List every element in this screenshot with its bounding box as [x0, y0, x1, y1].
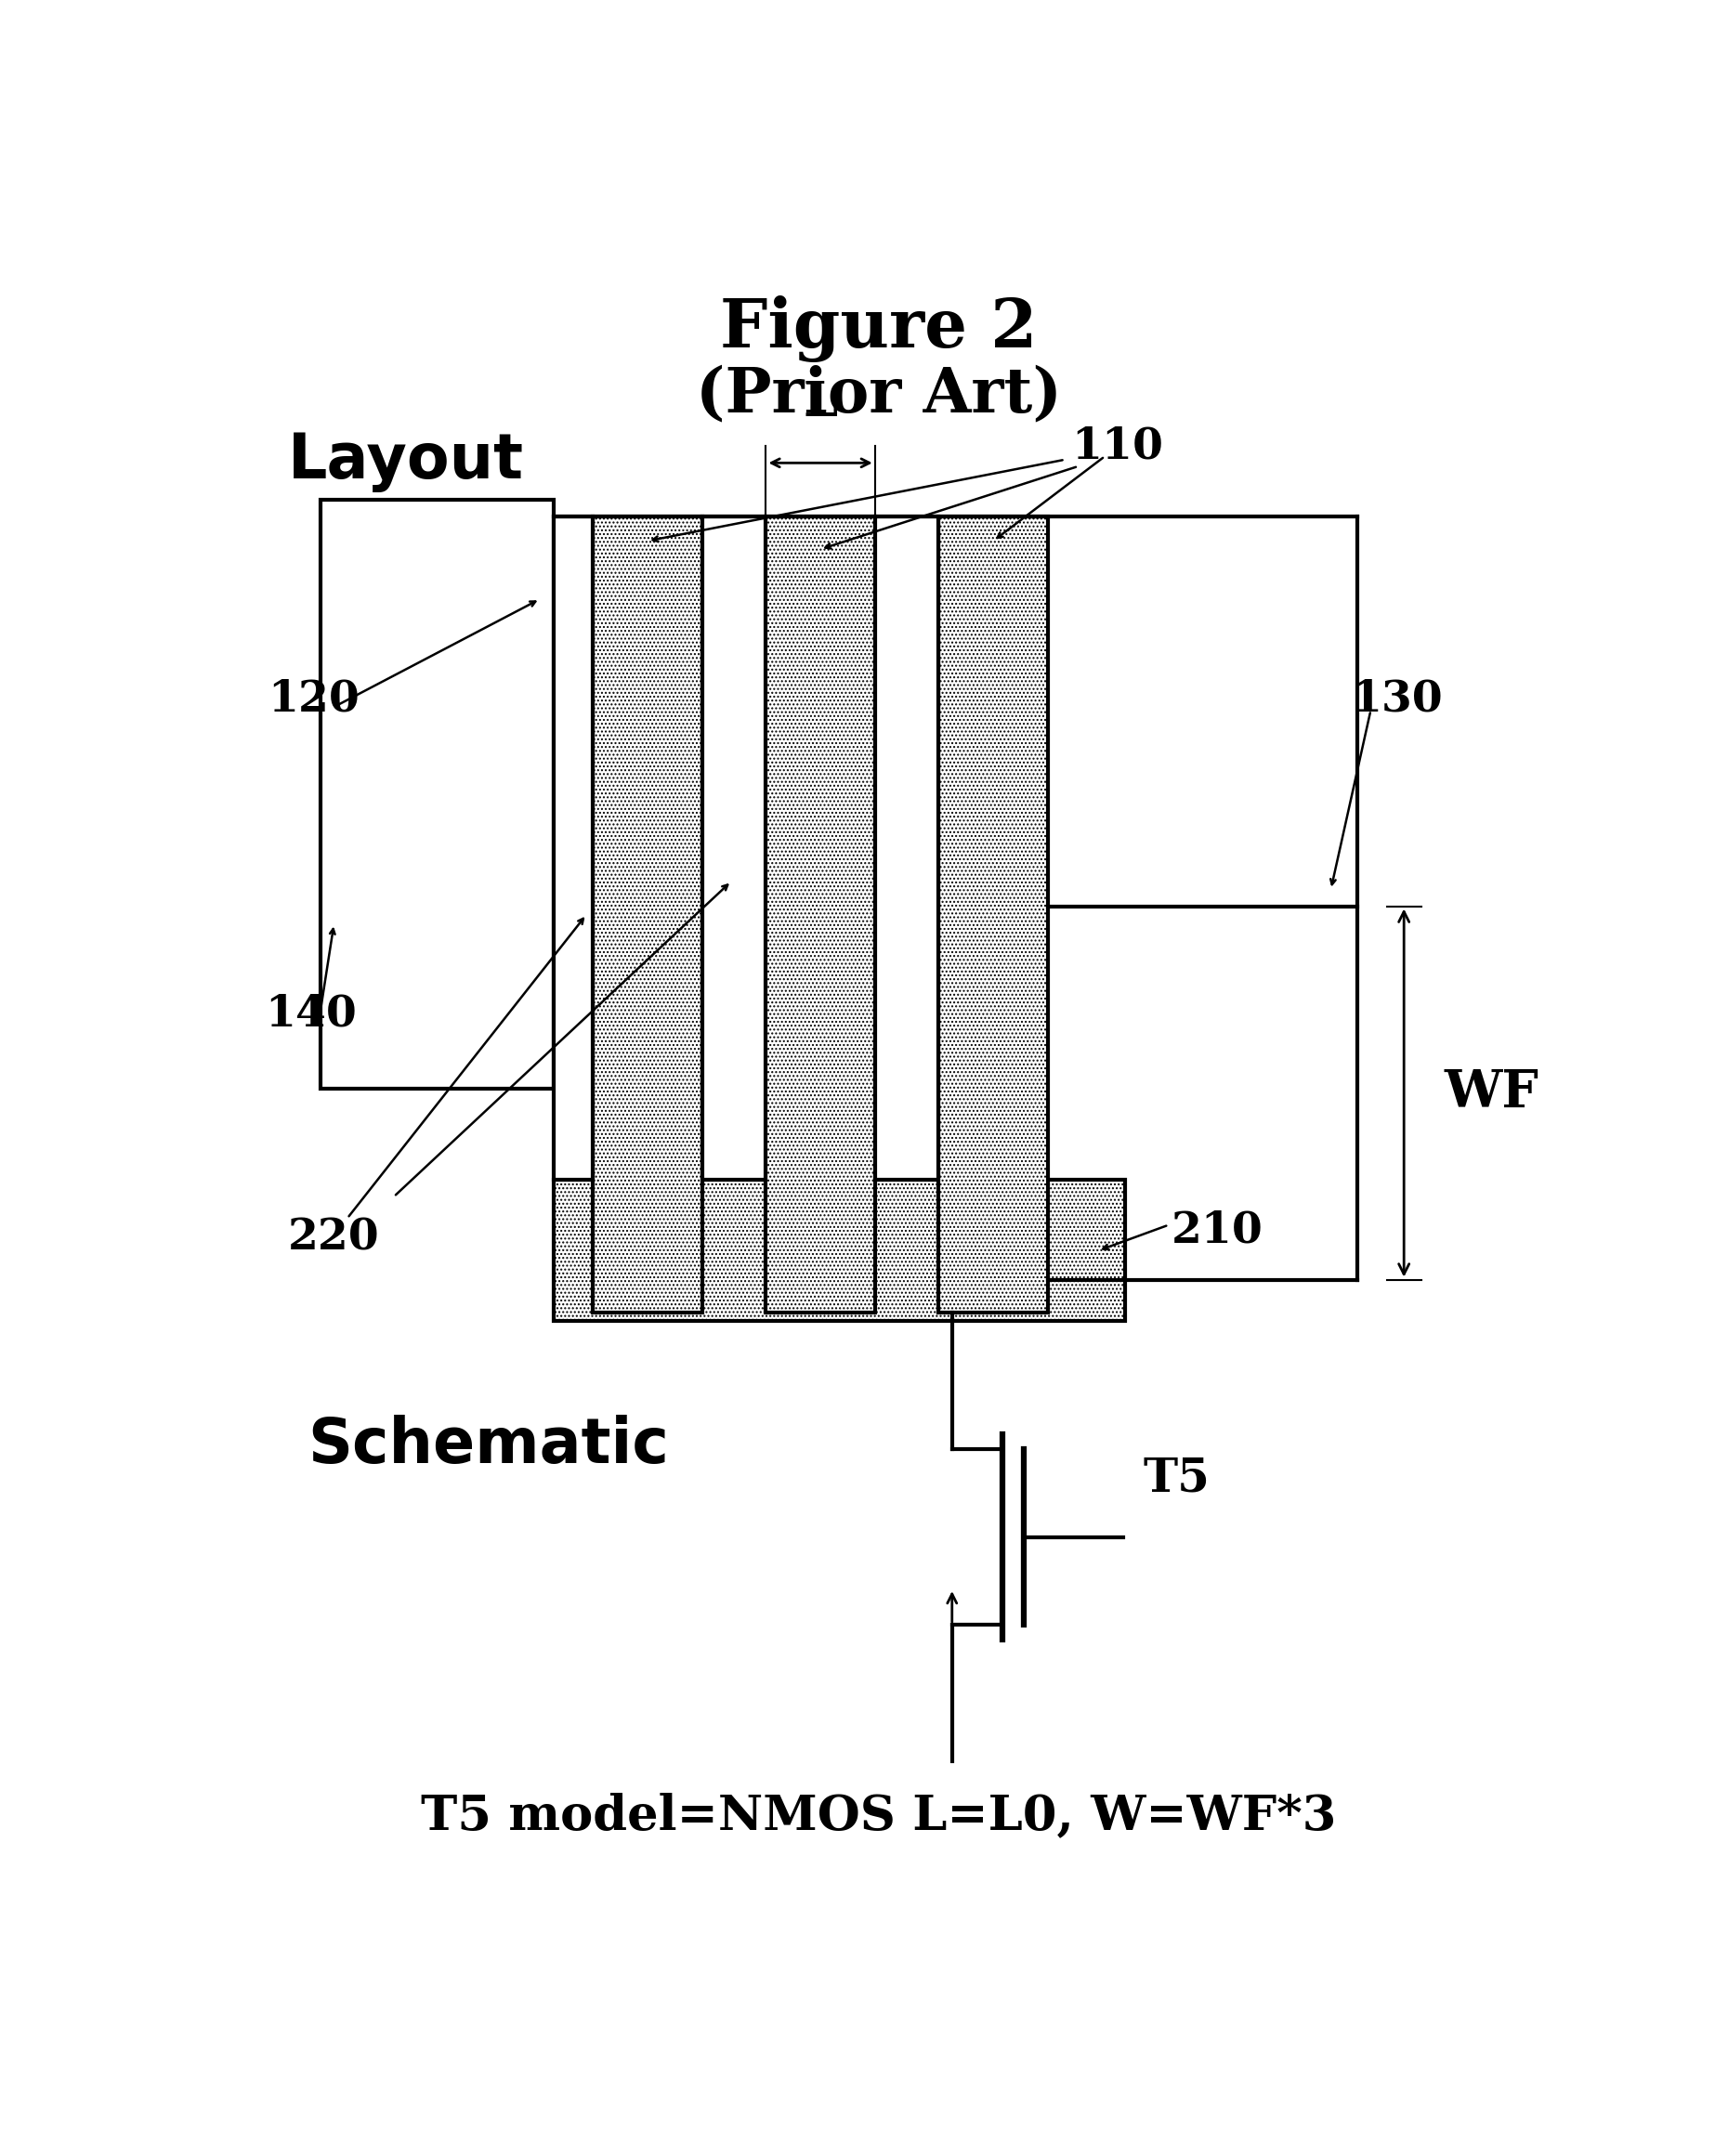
- Text: 210: 210: [1171, 1210, 1264, 1250]
- Text: (Prior Art): (Prior Art): [696, 364, 1062, 425]
- Text: 120: 120: [268, 677, 360, 720]
- Text: 110: 110: [1072, 425, 1164, 468]
- Bar: [767, 515, 875, 1313]
- Text: 220: 220: [288, 1216, 379, 1259]
- Text: 130: 130: [1351, 677, 1442, 720]
- Text: T5: T5: [1144, 1455, 1211, 1503]
- Bar: [701, 515, 767, 1179]
- Text: L: L: [803, 379, 837, 427]
- Bar: [554, 515, 593, 1179]
- Text: Figure 2: Figure 2: [720, 295, 1038, 362]
- Bar: [554, 1179, 1125, 1322]
- Text: Layout: Layout: [288, 431, 523, 492]
- Text: Schematic: Schematic: [307, 1414, 669, 1477]
- Bar: [593, 515, 701, 1313]
- Bar: [321, 500, 554, 1089]
- Text: T5 model=NMOS L=L0, W=WF*3: T5 model=NMOS L=L0, W=WF*3: [422, 1792, 1336, 1839]
- Text: WF: WF: [1444, 1067, 1538, 1119]
- Bar: [938, 515, 1048, 1313]
- Bar: [875, 515, 938, 1179]
- Text: 140: 140: [264, 992, 357, 1035]
